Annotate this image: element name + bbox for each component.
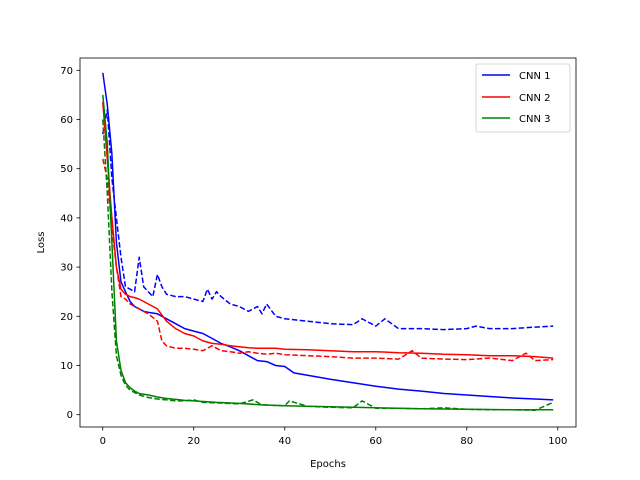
x-tick-label: 60 <box>369 436 382 447</box>
series-layer <box>102 72 554 412</box>
legend-label-cnn1: CNN 1 <box>519 71 550 82</box>
x-tick-label: 80 <box>460 436 473 447</box>
y-tick-label: 30 <box>60 263 73 274</box>
legend-label-cnn3: CNN 3 <box>519 114 550 125</box>
legend-box <box>475 63 571 133</box>
y-axis-ticks: 0 10 20 30 40 50 60 70 <box>60 66 80 421</box>
series-line-cnn1-dashed <box>102 108 554 331</box>
series-line-cnn3-dashed <box>102 119 554 412</box>
y-tick-label: 60 <box>60 115 73 126</box>
y-tick-label: 10 <box>60 361 73 372</box>
legend: CNN 1 CNN 2 CNN 3 <box>475 63 571 133</box>
y-tick-label: 40 <box>60 213 73 224</box>
series-line-cnn2 <box>102 102 554 359</box>
x-tick-label: 20 <box>187 436 200 447</box>
plot-frame <box>79 57 577 428</box>
y-tick-label: 50 <box>60 164 73 175</box>
x-axis-ticks: 0 20 40 60 80 100 <box>100 427 567 447</box>
legend-label-cnn2: CNN 2 <box>519 93 550 104</box>
x-tick-label: 100 <box>548 436 567 447</box>
x-tick-label: 0 <box>100 436 106 447</box>
series-line-cnn2-dashed <box>102 158 554 362</box>
x-axis-label: Epochs <box>310 459 346 470</box>
y-tick-label: 20 <box>60 312 73 323</box>
x-tick-label: 40 <box>278 436 291 447</box>
y-tick-label: 70 <box>60 66 73 77</box>
series-line-cnn1 <box>102 72 554 401</box>
y-tick-label: 0 <box>67 410 73 421</box>
y-axis-label: Loss <box>36 232 47 254</box>
